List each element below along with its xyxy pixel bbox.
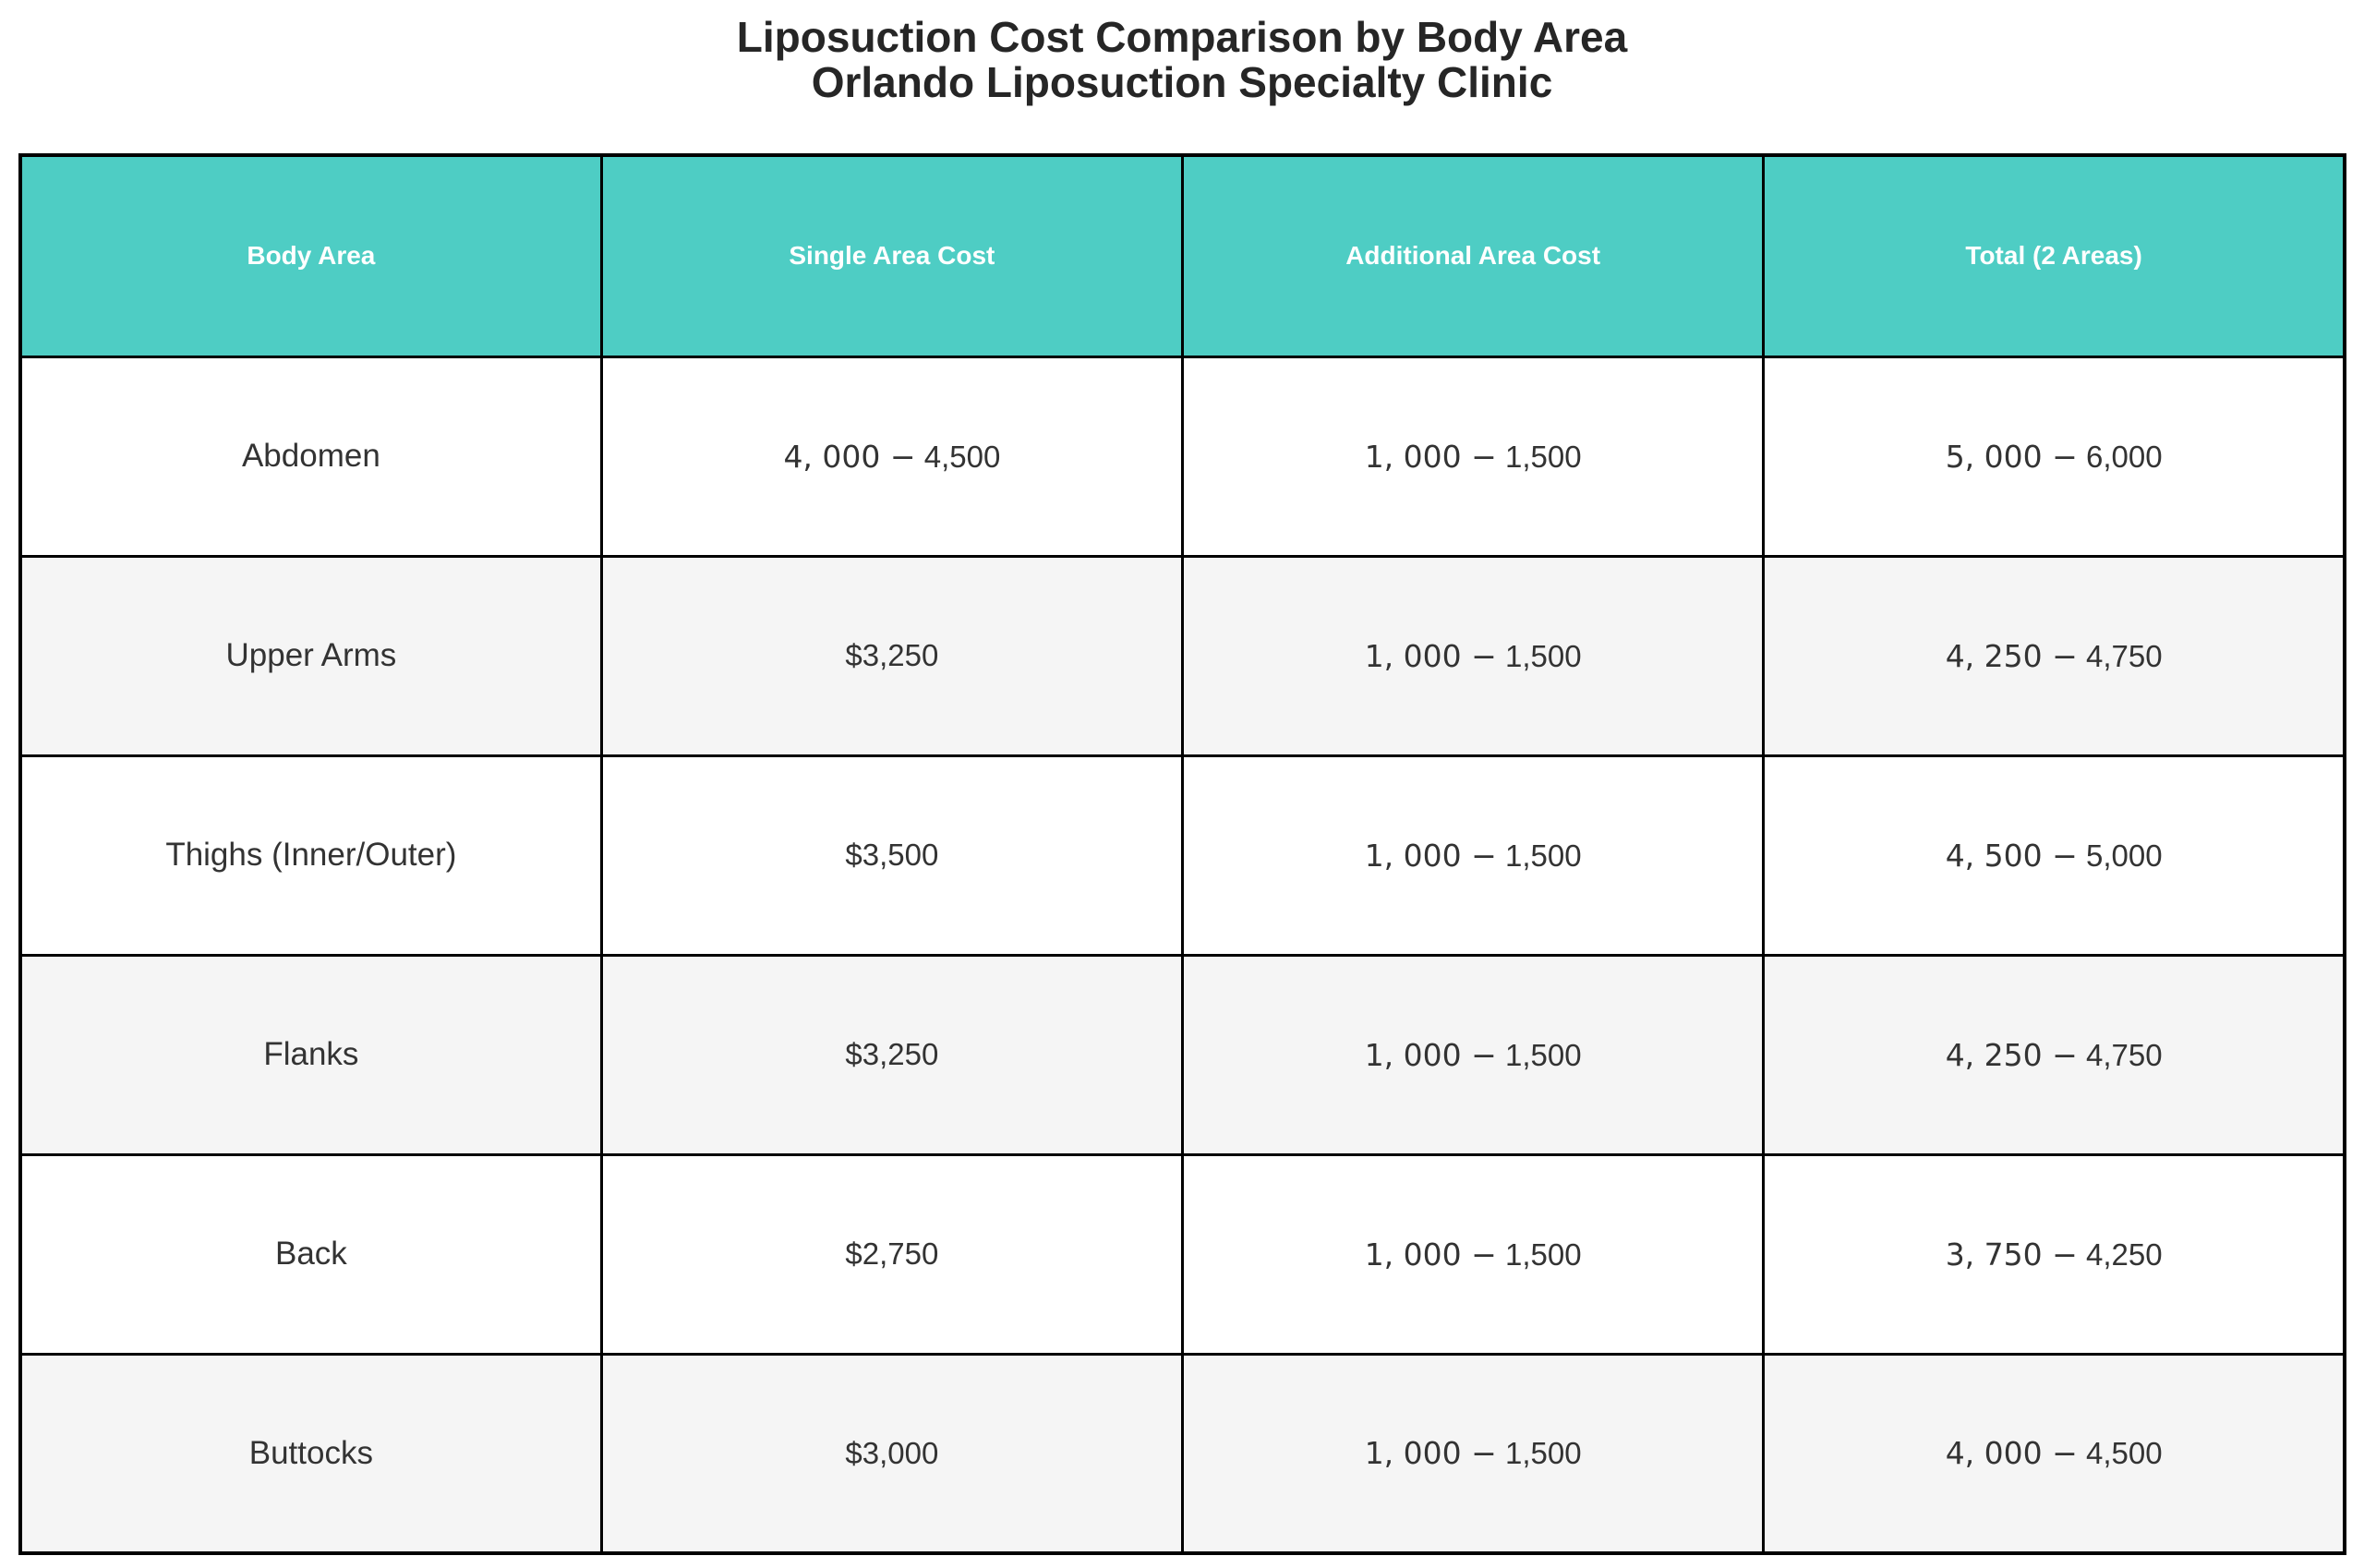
column-header-body-area: Body Area bbox=[18, 153, 603, 358]
cost-range-low-segment: 1, 000 − bbox=[1364, 438, 1497, 475]
cost-range-low-segment: 1, 000 − bbox=[1364, 1036, 1497, 1073]
cost-range-high-segment: 1,500 bbox=[1496, 439, 1582, 474]
cost-range-low-segment: 1, 000 − bbox=[1364, 837, 1497, 874]
cost-range-low-segment: 4, 500 − bbox=[1945, 837, 2078, 874]
cost-cell: 4, 000 − 4,500 bbox=[1762, 1352, 2346, 1555]
cost-cell: $3,500 bbox=[599, 754, 1185, 957]
cost-range-high-segment: 6,000 bbox=[2077, 439, 2163, 474]
cost-range-high-segment: 4,750 bbox=[2077, 638, 2163, 673]
cost-range-low-segment: 4, 250 − bbox=[1945, 637, 2078, 674]
cost-cell: 1, 000 − 1,500 bbox=[1180, 754, 1766, 957]
cost-range-high-segment: 4,500 bbox=[915, 439, 1001, 474]
cost-cell: 4, 250 − 4,750 bbox=[1762, 554, 2346, 757]
cost-range-high-segment: 5,000 bbox=[2077, 838, 2163, 873]
column-header-total-2-areas: Total (2 Areas) bbox=[1762, 153, 2346, 358]
column-header-single-area-cost: Single Area Cost bbox=[599, 153, 1185, 358]
cost-range-low-segment: 1, 000 − bbox=[1364, 1236, 1497, 1272]
cost-cell: 4, 500 − 5,000 bbox=[1762, 754, 2346, 957]
liposuction-cost-table: Body Area Single Area Cost Additional Ar… bbox=[18, 153, 2346, 1555]
cost-range-high-segment: 4,500 bbox=[2077, 1436, 2163, 1471]
cost-cell: 1, 000 − 1,500 bbox=[1180, 355, 1766, 558]
table-row: Buttocks $3,000 1, 000 − 1,500 4, 000 − 4,5… bbox=[18, 1352, 2346, 1555]
body-area-cell: Abdomen bbox=[18, 355, 603, 558]
cost-cell: $3,000 bbox=[599, 1352, 1185, 1555]
cost-range-high-segment: 1,500 bbox=[1496, 1037, 1582, 1072]
cost-range-low-segment: 4, 250 − bbox=[1945, 1036, 2078, 1073]
cost-range-low-segment: 5, 000 − bbox=[1945, 438, 2078, 475]
table-header: Body Area Single Area Cost Additional Ar… bbox=[18, 153, 2346, 358]
cost-cell: 1, 000 − 1,500 bbox=[1180, 953, 1766, 1156]
body-area-cell: Buttocks bbox=[18, 1352, 603, 1555]
cost-cell: $3,250 bbox=[599, 554, 1185, 757]
cost-cell: 1, 000 − 1,500 bbox=[1180, 554, 1766, 757]
table-row: Upper Arms $3,250 1, 000 − 1,500 4, 250 − 4… bbox=[18, 554, 2346, 757]
table-row: Thighs (Inner/Outer) $3,500 1, 000 − 1,500… bbox=[18, 754, 2346, 957]
body-area-cell: Upper Arms bbox=[18, 554, 603, 757]
cost-cell: 5, 000 − 6,000 bbox=[1762, 355, 2346, 558]
table-body: Abdomen 4, 000 − 4,500 1, 000 − 1,500 5, 00… bbox=[18, 355, 2346, 1555]
cost-range-high-segment: 1,500 bbox=[1496, 1236, 1582, 1272]
cost-range-low-segment: 4, 000 − bbox=[783, 438, 916, 475]
chart-title: Liposuction Cost Comparison by Body Area bbox=[736, 13, 1628, 61]
cost-cell: 1, 000 − 1,500 bbox=[1180, 1352, 1766, 1555]
cost-cell: 1, 000 − 1,500 bbox=[1180, 1152, 1766, 1356]
body-area-cell: Thighs (Inner/Outer) bbox=[18, 754, 603, 957]
title-block: Liposuction Cost Comparison by Body Area… bbox=[0, 15, 2364, 105]
table-row: Flanks $3,250 1, 000 − 1,500 4, 250 − 4,750 bbox=[18, 953, 2346, 1156]
cost-cell: 4, 250 − 4,750 bbox=[1762, 953, 2346, 1156]
table-row: Abdomen 4, 000 − 4,500 1, 000 − 1,500 5, 00… bbox=[18, 355, 2346, 558]
cost-range-high-segment: 1,500 bbox=[1496, 1436, 1582, 1471]
cost-cell: $2,750 bbox=[599, 1152, 1185, 1356]
cost-range-high-segment: 1,500 bbox=[1496, 638, 1582, 673]
cost-range-high-segment: 1,500 bbox=[1496, 838, 1582, 873]
cost-range-low-segment: 1, 000 − bbox=[1364, 1435, 1497, 1472]
cost-range-low-segment: 1, 000 − bbox=[1364, 637, 1497, 674]
cost-cell: 4, 000 − 4,500 bbox=[599, 355, 1185, 558]
cost-range-low-segment: 3, 750 − bbox=[1945, 1236, 2078, 1272]
cost-cell: 3, 750 − 4,250 bbox=[1762, 1152, 2346, 1356]
header-row: Body Area Single Area Cost Additional Ar… bbox=[18, 153, 2346, 358]
body-area-cell: Flanks bbox=[18, 953, 603, 1156]
chart-subtitle: Orlando Liposuction Specialty Clinic bbox=[811, 58, 1553, 106]
table-row: Back $2,750 1, 000 − 1,500 3, 750 − 4,250 bbox=[18, 1152, 2346, 1356]
body-area-cell: Back bbox=[18, 1152, 603, 1356]
cost-range-high-segment: 4,750 bbox=[2077, 1037, 2163, 1072]
column-header-additional-area-cost: Additional Area Cost bbox=[1180, 153, 1766, 358]
cost-range-low-segment: 4, 000 − bbox=[1945, 1435, 2078, 1472]
cost-range-high-segment: 4,250 bbox=[2077, 1236, 2163, 1272]
cost-cell: $3,250 bbox=[599, 953, 1185, 1156]
